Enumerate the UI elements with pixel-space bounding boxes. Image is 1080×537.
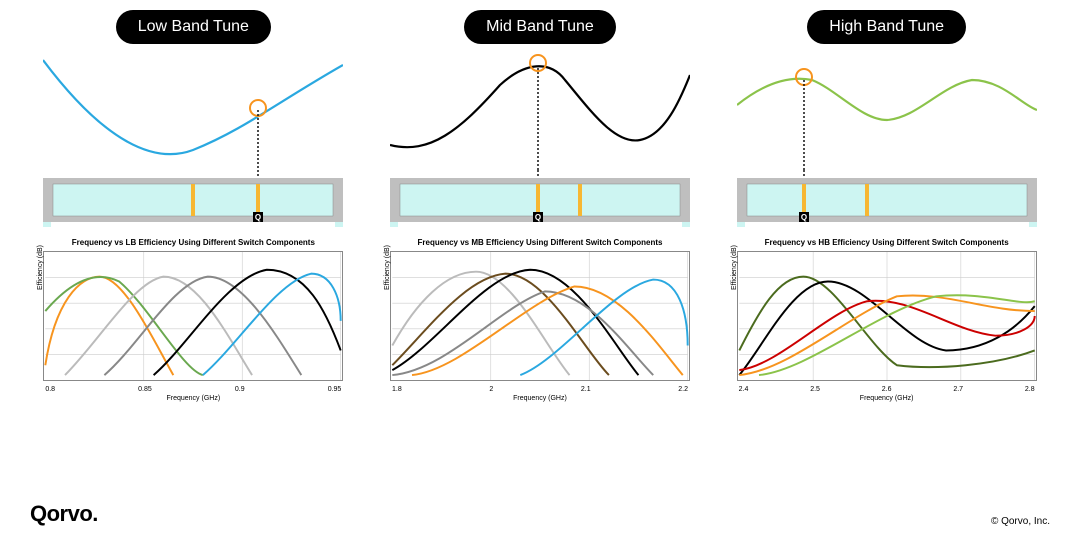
panel-badge: High Band Tune bbox=[807, 10, 966, 44]
tune-panel-0: Low Band Tune Q Frequency vs LB Efficiency… bbox=[33, 10, 353, 402]
svg-text:Q: Q bbox=[801, 213, 807, 222]
y-axis-label: Efficiency (dB) bbox=[37, 245, 44, 290]
panel-badge: Mid Band Tune bbox=[464, 10, 616, 44]
marker-circle-icon bbox=[796, 69, 812, 85]
copyright-text: © Qorvo, Inc. bbox=[991, 516, 1050, 527]
x-axis-label: Frequency (GHz) bbox=[390, 395, 690, 402]
antenna-diagram: Q bbox=[43, 170, 343, 230]
x-axis-ticks: 0.80.850.90.95 bbox=[43, 386, 343, 393]
efficiency-chart: Frequency vs MB Efficiency Using Differe… bbox=[390, 230, 690, 402]
marker-circle-icon bbox=[250, 100, 266, 116]
y-axis-label: Efficiency (dB) bbox=[731, 245, 738, 290]
panels-row: Low Band Tune Q Frequency vs LB Efficiency… bbox=[0, 0, 1080, 402]
top-curve-chart bbox=[737, 50, 1037, 170]
top-curve-chart bbox=[43, 50, 343, 170]
svg-text:Q: Q bbox=[255, 213, 261, 222]
panel-badge: Low Band Tune bbox=[116, 10, 271, 44]
footer: Qorvo. © Qorvo, Inc. bbox=[30, 501, 1050, 527]
x-axis-ticks: 1.822.12.2 bbox=[390, 386, 690, 393]
efficiency-chart-title: Frequency vs HB Efficiency Using Differe… bbox=[737, 238, 1037, 247]
antenna-diagram: Q bbox=[390, 170, 690, 230]
svg-text:Q: Q bbox=[535, 213, 541, 222]
tune-panel-1: Mid Band Tune Q Frequency vs MB Efficiency… bbox=[380, 10, 700, 402]
efficiency-chart-title: Frequency vs LB Efficiency Using Differe… bbox=[43, 238, 343, 247]
efficiency-chart: Frequency vs LB Efficiency Using Differe… bbox=[43, 230, 343, 402]
y-axis-label: Efficiency (dB) bbox=[384, 245, 391, 290]
efficiency-chart: Frequency vs HB Efficiency Using Differe… bbox=[737, 230, 1037, 402]
brand-logo: Qorvo. bbox=[30, 501, 98, 527]
top-curve-chart bbox=[390, 50, 690, 170]
efficiency-chart-title: Frequency vs MB Efficiency Using Differe… bbox=[390, 238, 690, 247]
antenna-diagram: Q bbox=[737, 170, 1037, 230]
x-axis-label: Frequency (GHz) bbox=[43, 395, 343, 402]
tune-panel-2: High Band Tune Q Frequency vs HB Efficienc… bbox=[727, 10, 1047, 402]
x-axis-ticks: 2.42.52.62.72.8 bbox=[737, 386, 1037, 393]
x-axis-label: Frequency (GHz) bbox=[737, 395, 1037, 402]
